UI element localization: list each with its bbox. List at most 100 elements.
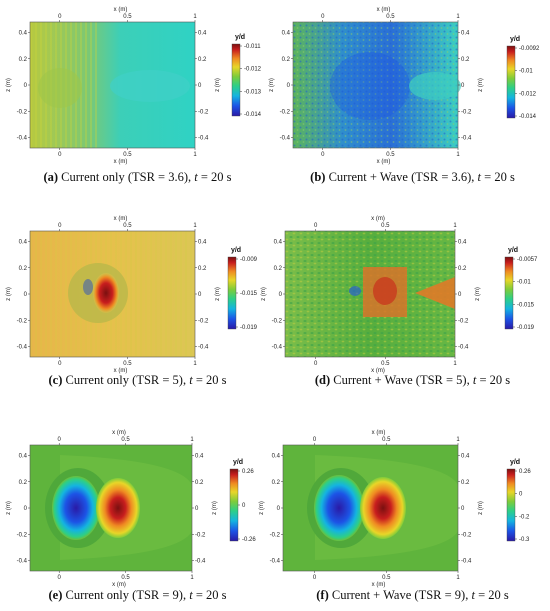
x-tick-bottom: 0: [58, 152, 62, 158]
z-axis-label-right: z (m): [215, 78, 221, 92]
colorbar-title: y/d: [233, 459, 243, 466]
z-axis-label-left: z (m): [259, 501, 265, 515]
contour-plot-f: 0 0 0.5 0.5 1 1 x (m) x (m) 0.4 0.4 0.2 0.2 0 0 -0.2 -0…: [259, 430, 531, 588]
x-tick-top: 0: [58, 223, 62, 229]
contour-plot-e: 0 0 0.5 0.5 1 1 x (m) x (m) 0.4 0.4 0.2 0.2 0 0 -0.2 -0…: [6, 430, 256, 588]
x-axis-label-top: x (m): [112, 430, 126, 436]
colorbar-gradient: [506, 45, 516, 119]
x-tick-bottom: 0: [58, 575, 62, 581]
z-tick-left: 0.4: [19, 454, 28, 460]
z-tick-right: -0.2: [461, 109, 472, 115]
x-tick-bottom: 0.5: [123, 152, 132, 158]
colorbar-tick: -0.013: [244, 89, 262, 95]
panel-f: 0 0 0.5 0.5 1 1 x (m) x (m) 0.4 0.4 0.2 0.2 0 0 -0.2 -0…: [259, 415, 550, 605]
contour-plot-c: 0 0 0.5 0.5 1 1 x (m) x (m) 0.4 0.4 0.2 0.2 0 0 -0.2 -0…: [6, 216, 258, 374]
z-tick-left: 0.2: [282, 57, 291, 63]
z-tick-left: 0.2: [274, 266, 283, 272]
z-tick-right: 0.4: [198, 240, 207, 246]
colorbar-tick: -0.019: [240, 325, 258, 331]
colorbar-tick: 0: [519, 492, 523, 498]
x-tick-top: 1: [193, 14, 197, 20]
panel-b: 0 0 0.5 0.5 1 1 x (m) x (m) 0.4 0.4 0.2 0.2 0 0 -0.2 -0…: [269, 0, 550, 190]
x-tick-bottom: 0: [321, 152, 325, 158]
z-tick-left: -0.2: [17, 318, 28, 324]
z-tick-right: 0.4: [461, 454, 470, 460]
z-axis-label-left: z (m): [6, 78, 12, 92]
z-tick-left: -0.2: [17, 532, 28, 538]
x-tick-bottom: 0: [313, 575, 317, 581]
x-axis-label-bottom: x (m): [377, 159, 391, 165]
panel-e: 0 0 0.5 0.5 1 1 x (m) x (m) 0.4 0.4 0.2 0.2 0 0 -0.2 -0…: [0, 415, 275, 605]
colorbar-tick: 0.26: [242, 469, 254, 475]
x-tick-bottom: 0: [58, 361, 62, 367]
z-axis-label-right: z (m): [212, 501, 218, 515]
x-tick-top: 0.5: [382, 437, 391, 443]
contour-plot-a: 0 0 0.5 0.5 1 1 x (m) x (m) 0.4 0.4 0.2 0.2 0 0 -0.2 -0…: [6, 7, 262, 165]
colorbar-tick: -0.014: [519, 114, 537, 120]
colorbar-tick: -0.015: [240, 291, 258, 297]
caption-d: (d) Current + Wave (TSR = 5), t = 20 s: [314, 373, 511, 387]
z-tick-right: 0.2: [458, 266, 467, 272]
plot-area-d: [285, 231, 455, 357]
z-tick-right: 0.2: [461, 57, 470, 63]
colorbar-gradient: [231, 43, 241, 117]
z-tick-right: -0.4: [195, 559, 206, 565]
z-tick-right: -0.4: [198, 345, 209, 351]
z-tick-left: -0.2: [270, 532, 281, 538]
colorbar-tick: -0.014: [244, 112, 262, 118]
x-tick-bottom: 1: [193, 361, 197, 367]
x-tick-top: 1: [190, 437, 194, 443]
z-tick-right: 0: [195, 506, 199, 512]
colorbar-tick: -0.015: [517, 302, 535, 308]
colorbar-title: y/d: [231, 247, 241, 254]
colorbar-tick: -0.011: [244, 44, 261, 50]
z-tick-right: 0.2: [198, 57, 207, 63]
z-tick-left: -0.4: [17, 136, 28, 142]
x-tick-top: 1: [456, 14, 460, 20]
colorbar-gradient: [504, 256, 514, 330]
z-tick-right: 0.4: [461, 31, 470, 37]
z-tick-left: 0.2: [272, 480, 281, 486]
z-tick-right: -0.4: [198, 136, 209, 142]
z-tick-left: 0.4: [274, 240, 283, 246]
x-axis-label-bottom: x (m): [371, 368, 385, 374]
colorbar-f: y/d 0.26 0 -0.2 -0.3: [506, 459, 531, 543]
colorbar-tick: -0.26: [242, 537, 256, 543]
x-tick-top: 0.5: [381, 223, 390, 229]
colorbar-tick: -0.3: [519, 537, 530, 543]
x-tick-top: 1: [453, 223, 457, 229]
z-tick-right: -0.2: [198, 318, 209, 324]
z-tick-left: -0.4: [270, 559, 281, 565]
contour-plot-d: 0 0 0.5 0.5 1 1 x (m) x (m) 0.4 0.4 0.2 0.2 0 0 -0.2 -0…: [261, 216, 538, 374]
caption-b: (b) Current + Wave (TSR = 3.6), t = 20 s: [310, 170, 515, 184]
x-axis-label-bottom: x (m): [114, 368, 128, 374]
panel-d: 0 0 0.5 0.5 1 1 x (m) x (m) 0.4 0.4 0.2 0.2 0 0 -0.2 -0…: [261, 205, 550, 395]
z-tick-left: 0: [24, 506, 28, 512]
colorbar-tick: -0.2: [519, 514, 530, 520]
z-tick-left: -0.2: [280, 109, 291, 115]
x-tick-top: 0.5: [123, 223, 132, 229]
plot-area-b: [293, 22, 461, 148]
caption-f: (f) Current + Wave (TSR = 9), t = 20 s: [316, 588, 509, 602]
x-tick-bottom: 0.5: [123, 361, 132, 367]
z-axis-label-right: z (m): [215, 287, 221, 301]
x-tick-bottom: 0.5: [381, 361, 390, 367]
x-tick-bottom: 0.5: [386, 152, 395, 158]
x-tick-top: 0: [321, 14, 325, 20]
x-tick-bottom: 1: [456, 575, 460, 581]
z-tick-left: 0: [287, 83, 291, 89]
x-axis-label-top: x (m): [114, 216, 128, 222]
colorbar-title: y/d: [510, 459, 520, 466]
plot-area-a: [30, 22, 195, 148]
z-tick-right: 0.4: [458, 240, 467, 246]
z-tick-left: -0.4: [272, 345, 283, 351]
z-tick-right: -0.4: [461, 136, 472, 142]
colorbar-tick: -0.009: [240, 257, 258, 263]
x-tick-top: 0.5: [123, 14, 132, 20]
z-tick-right: 0.2: [195, 480, 204, 486]
x-tick-top: 1: [193, 223, 197, 229]
z-tick-right: 0.2: [461, 480, 470, 486]
x-tick-top: 0: [58, 14, 62, 20]
z-axis-label-left: z (m): [6, 287, 12, 301]
colorbar-tick: -0.01: [519, 69, 533, 75]
